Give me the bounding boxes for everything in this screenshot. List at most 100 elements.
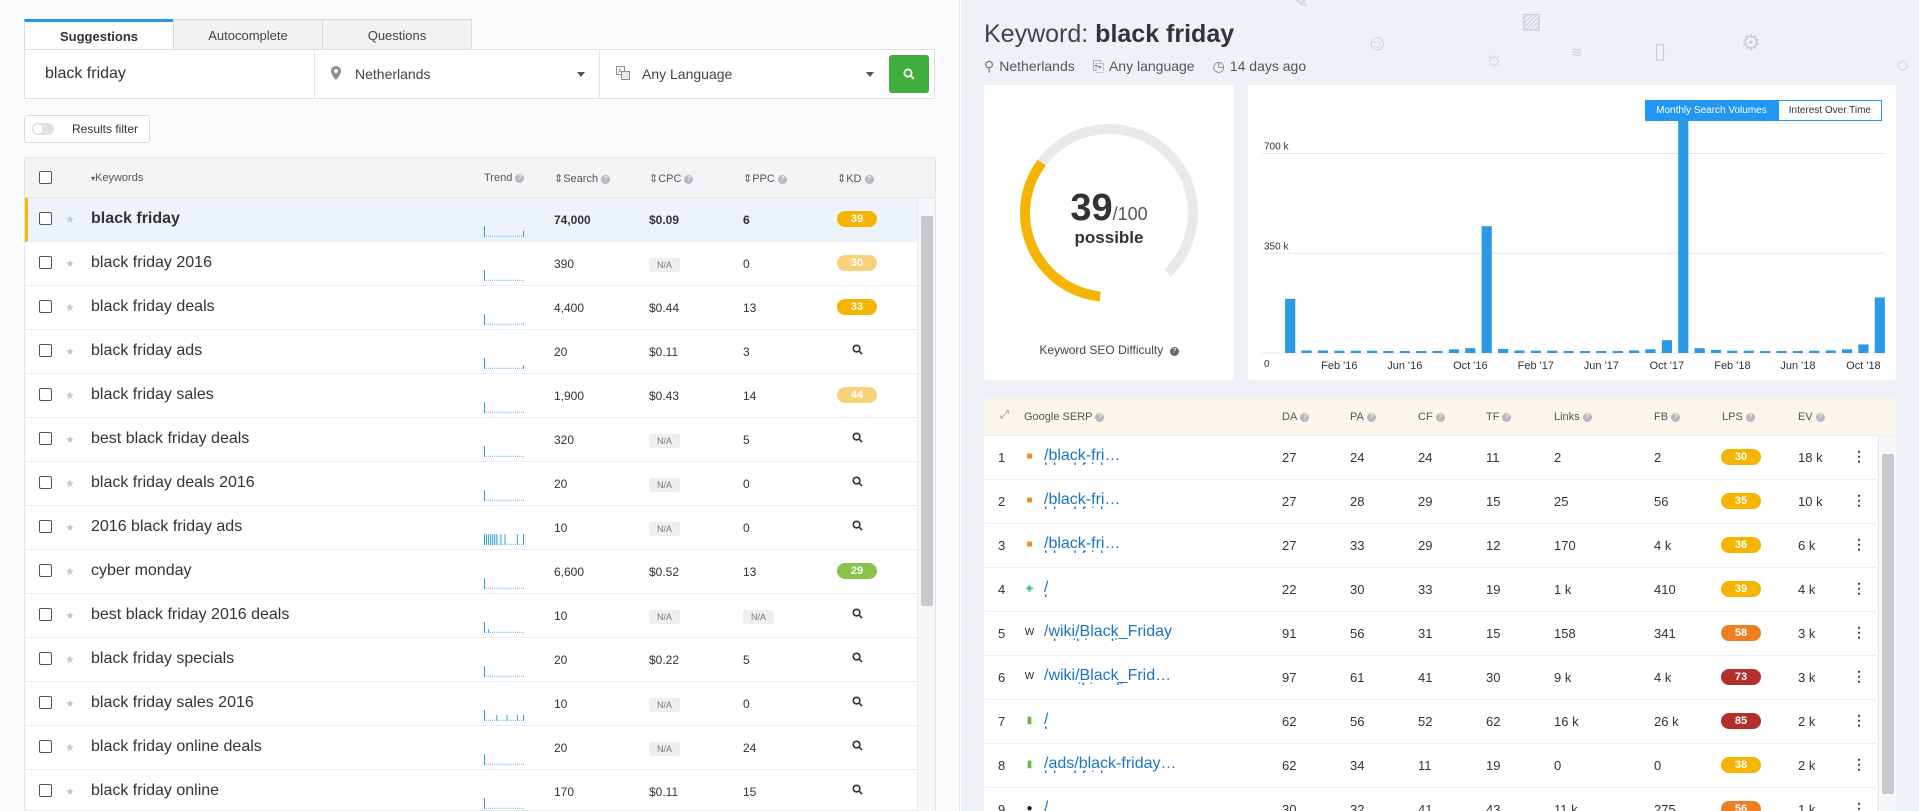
star-icon[interactable]: ★ <box>65 698 75 710</box>
serp-row[interactable]: 3 ■ blackfridaynederland.nl/black-fri… 27 33… <box>984 524 1876 568</box>
serp-row[interactable]: 5 Wnl.wikipedia.org/wiki/Black_Friday 91 56… <box>984 612 1876 656</box>
result-url[interactable]: blackfridaynederland.nl/black-fri… <box>1044 491 1121 509</box>
star-icon[interactable]: ★ <box>65 742 75 754</box>
country-select[interactable]: Netherlands <box>315 50 600 98</box>
tab-interest-over-time[interactable]: Interest Over Time <box>1777 100 1882 121</box>
col-fb[interactable]: FB? <box>1654 411 1681 423</box>
search-icon[interactable] <box>852 696 863 710</box>
keyword-text[interactable]: black friday 2016 <box>91 254 212 271</box>
row-checkbox[interactable] <box>39 608 52 621</box>
search-icon[interactable] <box>852 344 863 358</box>
row-checkbox[interactable] <box>39 300 52 313</box>
tab-questions[interactable]: Questions <box>322 19 472 50</box>
star-icon[interactable]: ★ <box>65 478 75 490</box>
search-icon[interactable] <box>852 784 863 798</box>
more-options-icon[interactable]: ⋮ <box>1852 448 1866 464</box>
keyword-text[interactable]: 2016 black friday ads <box>91 518 243 535</box>
tab-autocomplete[interactable]: Autocomplete <box>173 19 323 50</box>
more-options-icon[interactable]: ⋮ <box>1852 580 1866 596</box>
row-checkbox[interactable] <box>39 256 52 269</box>
keyword-text[interactable]: black friday deals 2016 <box>91 474 255 491</box>
row-checkbox[interactable] <box>39 740 52 753</box>
expand-icon[interactable]: ⤢ <box>1000 409 1009 421</box>
keyword-text[interactable]: black friday online <box>91 782 220 799</box>
keyword-input[interactable]: black friday <box>25 50 315 98</box>
search-icon[interactable] <box>852 476 863 490</box>
more-options-icon[interactable]: ⋮ <box>1852 536 1866 552</box>
keyword-text[interactable]: best black friday deals <box>91 430 250 447</box>
col-cpc[interactable]: ⇕CPC? <box>649 172 694 185</box>
star-icon[interactable]: ★ <box>65 654 75 666</box>
table-row[interactable]: ★ best black friday 2016 deals 10 N/A N/A <box>25 594 917 638</box>
col-links[interactable]: Links? <box>1554 411 1592 423</box>
table-row[interactable]: ★ black friday sales 2016 10 N/A 0 <box>25 682 917 726</box>
col-ev[interactable]: EV? <box>1798 411 1825 423</box>
table-row[interactable]: ★ black friday sales 1,900 $0.43 14 44 <box>25 374 917 418</box>
row-checkbox[interactable] <box>39 520 52 533</box>
star-icon[interactable]: ★ <box>65 346 75 358</box>
result-url[interactable]: blackfridaynederland.nl/black-fri… <box>1044 447 1121 465</box>
tab-monthly-search-volumes[interactable]: Monthly Search Volumes <box>1645 100 1778 121</box>
col-ppc[interactable]: ⇕PPC? <box>743 172 787 185</box>
row-checkbox[interactable] <box>39 388 52 401</box>
keyword-text[interactable]: black friday ads <box>91 342 203 359</box>
table-row[interactable]: ★ black friday online deals 20 N/A 24 <box>25 726 917 770</box>
result-url[interactable]: blackfridaynederland.nl/black-fri… <box>1044 535 1121 553</box>
star-icon[interactable]: ★ <box>65 302 75 314</box>
row-checkbox[interactable] <box>39 432 52 445</box>
row-checkbox[interactable] <box>39 344 52 357</box>
search-icon[interactable] <box>852 608 863 622</box>
row-checkbox[interactable] <box>39 784 52 797</box>
result-url[interactable]: nl.wikipedia.org/wiki/Black_Friday <box>1044 623 1173 641</box>
keyword-text[interactable]: black friday <box>91 210 180 227</box>
table-row[interactable]: ★ black friday specials 20 $0.22 5 <box>25 638 917 682</box>
table-row[interactable]: ★ black friday deals 2016 20 N/A 0 <box>25 462 917 506</box>
col-kd[interactable]: ⇕KD? <box>837 172 874 185</box>
toggle-switch[interactable] <box>32 123 54 135</box>
col-tf[interactable]: TF? <box>1486 411 1512 423</box>
result-url[interactable]: blackfridayshoppen.nl/ <box>1044 579 1049 597</box>
col-cf[interactable]: CF? <box>1418 411 1445 423</box>
more-options-icon[interactable]: ⋮ <box>1852 492 1866 508</box>
more-options-icon[interactable]: ⋮ <box>1852 800 1866 811</box>
result-url[interactable]: blackfriday.com/ads/black-friday… <box>1044 755 1177 773</box>
language-select[interactable]: A Any Language <box>600 50 888 98</box>
serp-row[interactable]: 1 ■ blackfridaynederland.nl/black-fri… 27 24… <box>984 436 1876 480</box>
keyword-text[interactable]: best black friday 2016 deals <box>91 606 290 623</box>
col-da[interactable]: DA? <box>1282 411 1310 423</box>
serp-row[interactable]: 6 Wen.wikipedia.org/wiki/Black_Frid… 97 61 4… <box>984 656 1876 700</box>
more-options-icon[interactable]: ⋮ <box>1852 668 1866 684</box>
table-row[interactable]: ★ best black friday deals 320 N/A 5 <box>25 418 917 462</box>
table-row[interactable]: ★ 2016 black friday ads 10 N/A 0 <box>25 506 917 550</box>
scrollbar-thumb[interactable] <box>1882 454 1894 794</box>
row-checkbox[interactable] <box>39 476 52 489</box>
star-icon[interactable]: ★ <box>65 610 75 622</box>
more-options-icon[interactable]: ⋮ <box>1852 624 1866 640</box>
search-button[interactable] <box>889 55 929 93</box>
star-icon[interactable]: ★ <box>65 522 75 534</box>
star-icon[interactable]: ★ <box>65 390 75 402</box>
row-checkbox[interactable] <box>39 212 52 225</box>
star-icon[interactable]: ★ <box>65 434 75 446</box>
table-row[interactable]: ★ black friday 2016 390 N/A 0 30 <box>25 242 917 286</box>
keyword-text[interactable]: cyber monday <box>91 562 192 579</box>
results-filter-toggle[interactable]: Results filter <box>24 115 150 143</box>
col-search[interactable]: ⇕Search? <box>554 172 611 185</box>
table-row[interactable]: ★ black friday 74,000 $0.09 6 39 <box>25 198 917 242</box>
star-icon[interactable]: ★ <box>65 214 75 226</box>
keyword-text[interactable]: black friday deals <box>91 298 215 315</box>
star-icon[interactable]: ★ <box>65 258 75 270</box>
serp-row[interactable]: 4 ◈ blackfridayshoppen.nl/22 30 33 19 1 k 410 4 … <box>984 568 1876 612</box>
table-scrollbar[interactable] <box>917 198 935 811</box>
scrollbar-thumb[interactable] <box>921 216 933 606</box>
col-trend[interactable]: Trend? <box>484 172 525 184</box>
search-icon[interactable] <box>852 520 863 534</box>
table-row[interactable]: ★ black friday ads 20 $0.11 3 <box>25 330 917 374</box>
table-row[interactable]: ★ black friday deals 4,400 $0.44 13 33 <box>25 286 917 330</box>
search-icon[interactable] <box>852 740 863 754</box>
